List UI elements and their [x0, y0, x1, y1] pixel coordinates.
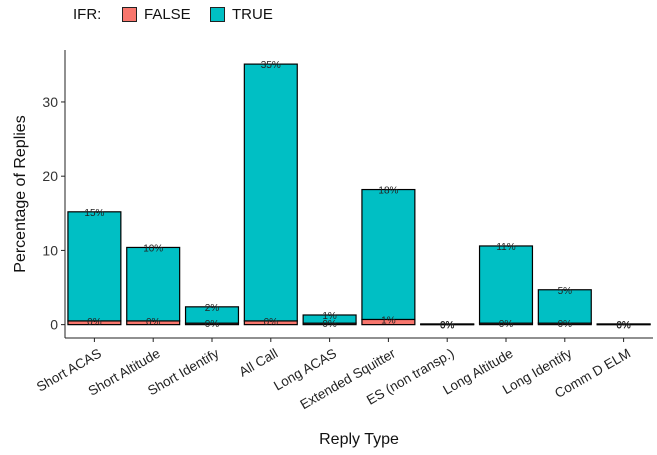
data-label-true-7: 11%	[496, 242, 515, 253]
data-labels-layer: 0%15%0%10%0%2%0%35%0%1% 1%18%0%0% 0%11%0%5…	[84, 60, 631, 331]
y-axis-title: Percentage of Replies	[12, 115, 29, 272]
data-label-true-6: 0%	[440, 320, 455, 331]
data-label-false-2: 0%	[205, 319, 220, 330]
data-label-false-7: 0%	[499, 319, 514, 330]
data-label-false-9: 0%	[616, 320, 631, 331]
data-label-true-9: 0%	[616, 320, 631, 331]
bar-true-5	[361, 188, 416, 321]
bar-true-8	[537, 289, 592, 324]
data-label-false-1: 0%	[146, 317, 161, 328]
legend-key-true	[210, 7, 225, 22]
data-label-false-0: 0%	[87, 317, 102, 328]
data-label-false-6: 0%	[440, 320, 455, 331]
bar-true-9	[596, 323, 651, 325]
legend-key-false	[122, 7, 137, 22]
legend-label-true: TRUE	[232, 6, 273, 23]
y-tick-label-3: 30	[42, 94, 58, 110]
x-tick-label-3: All Call	[236, 346, 280, 380]
y-tick-label-0: 0	[50, 317, 58, 333]
data-label-true-4: 1%	[322, 311, 337, 322]
data-label-false-5: 1%	[381, 315, 396, 326]
data-label-true-2: 2%	[205, 303, 220, 314]
bar-true-0	[67, 211, 122, 322]
y-tick-label-1: 10	[42, 242, 58, 258]
bar-true-4	[302, 314, 357, 324]
data-label-true-3: 35%	[261, 60, 281, 71]
bar-true-2	[184, 306, 240, 324]
x-tick-label-5: Extended Squitter	[297, 345, 398, 412]
bar-true-1	[126, 246, 181, 322]
data-label-true-5: 18%	[378, 186, 398, 197]
data-label-false-8: 0%	[558, 319, 573, 330]
bar-true-7	[478, 245, 534, 324]
y-tick-label-2: 20	[42, 168, 58, 184]
bar-true-3	[243, 63, 298, 322]
bar-true-6	[420, 323, 475, 325]
data-label-false-4: 0%	[322, 319, 337, 330]
bars-layer	[67, 63, 651, 326]
data-label-true-1: 10%	[143, 243, 163, 254]
x-axis-title: Reply Type	[319, 431, 399, 448]
data-label-true-8: 5%	[558, 286, 573, 297]
data-label-false-3: 0%	[264, 317, 279, 328]
legend-title: IFR:	[73, 6, 102, 23]
legend-label-false: FALSE	[144, 6, 191, 23]
data-label-true-0: 15%	[84, 208, 104, 219]
legend: IFR: FALSE TRUE	[0, 0, 657, 30]
